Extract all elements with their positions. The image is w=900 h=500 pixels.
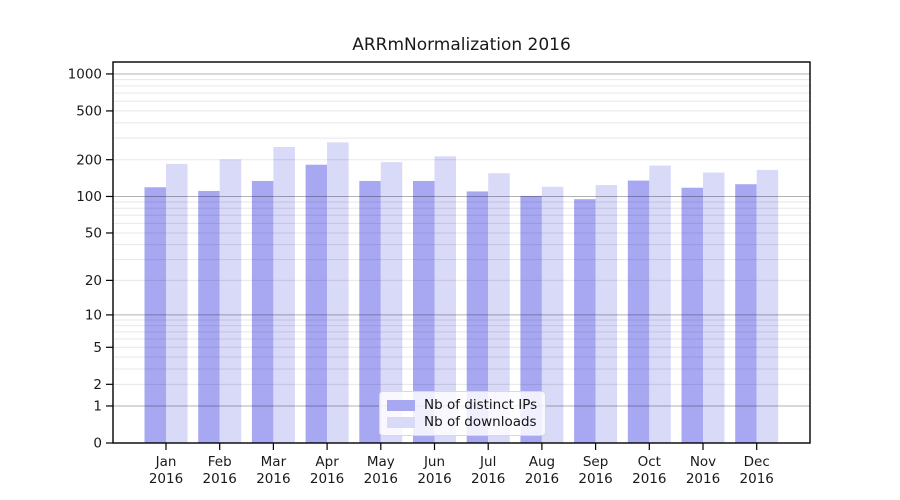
x-tick-label-year: 2016 [417,471,451,487]
bar-distinct-ips [305,164,328,444]
y-tick-label: 1000 [68,67,102,83]
x-tick-label-year: 2016 [256,471,290,487]
y-tick-label: 0 [93,436,102,452]
x-tick-label-year: 2016 [686,471,720,487]
x-tick-label-year: 2016 [578,471,612,487]
bar-downloads [327,142,349,443]
y-tick-label: 5 [93,340,102,356]
legend-swatch-distinct-ips [387,399,415,411]
y-tick-label: 200 [76,152,102,168]
y-tick-label: 100 [76,189,102,205]
y-tick-label: 500 [76,104,102,120]
bar-downloads [380,162,403,444]
bar-distinct-ips [359,180,381,444]
axis-frame [112,61,811,444]
legend-label-downloads: Nb of downloads [424,414,537,430]
x-tick-label-month: Feb [208,454,232,470]
chart-title: ARRmNormalization 2016 [352,35,571,55]
bar-downloads [649,165,671,443]
x-tick-label-year: 2016 [310,471,344,487]
y-tick-label: 2 [93,377,102,393]
x-tick-label-month: Jun [423,454,445,470]
bar-downloads [166,163,188,443]
bar-downloads [703,172,725,443]
x-tick-label-month: Mar [261,454,287,470]
x-tick-label-month: May [367,454,395,470]
x-tick-label-month: Jan [155,454,177,470]
legend: Nb of distinct IPs Nb of downloads [379,391,546,436]
bar-distinct-ips [627,180,650,443]
x-tick-label-year: 2016 [471,471,505,487]
bar-downloads [488,173,510,444]
x-tick-label-month: Jul [479,454,496,470]
bar-distinct-ips [144,187,166,443]
bar-distinct-ips [413,180,435,444]
bar-downloads [756,169,779,444]
y-tick-label: 20 [85,273,102,289]
bar-distinct-ips [574,199,596,443]
bar-downloads [219,159,242,444]
legend-label-distinct-ips: Nb of distinct IPs [424,397,538,413]
legend-item-distinct-ips: Nb of distinct IPs [387,398,537,412]
bar-distinct-ips [198,190,220,443]
x-tick-label-month: Oct [638,454,661,470]
x-tick-label-year: 2016 [364,471,398,487]
bar-downloads [595,185,618,443]
x-tick-label-month: Apr [315,454,339,470]
bar-downloads [273,146,295,444]
x-tick-label-year: 2016 [203,471,237,487]
bar-distinct-ips [681,187,703,443]
x-tick-label-year: 2016 [632,471,666,487]
bar-distinct-ips [251,180,274,444]
x-tick-label-month: Nov [690,454,716,470]
legend-swatch-downloads [387,416,415,428]
bar-distinct-ips [520,195,542,443]
legend-item-downloads: Nb of downloads [387,415,537,429]
x-tick-label-month: Sep [583,454,608,470]
x-tick-label-year: 2016 [740,471,774,487]
x-tick-label-year: 2016 [149,471,183,487]
y-tick-label: 1 [93,399,102,415]
x-tick-label-month: Aug [529,454,555,470]
x-tick-label-month: Dec [744,454,770,470]
x-tick-label-year: 2016 [525,471,559,487]
bar-downloads [541,186,564,444]
y-tick-label: 10 [85,308,102,324]
bar-distinct-ips [735,184,757,443]
y-tick-label: 50 [85,226,102,242]
bar-distinct-ips [466,191,489,443]
bar-downloads [434,156,456,443]
